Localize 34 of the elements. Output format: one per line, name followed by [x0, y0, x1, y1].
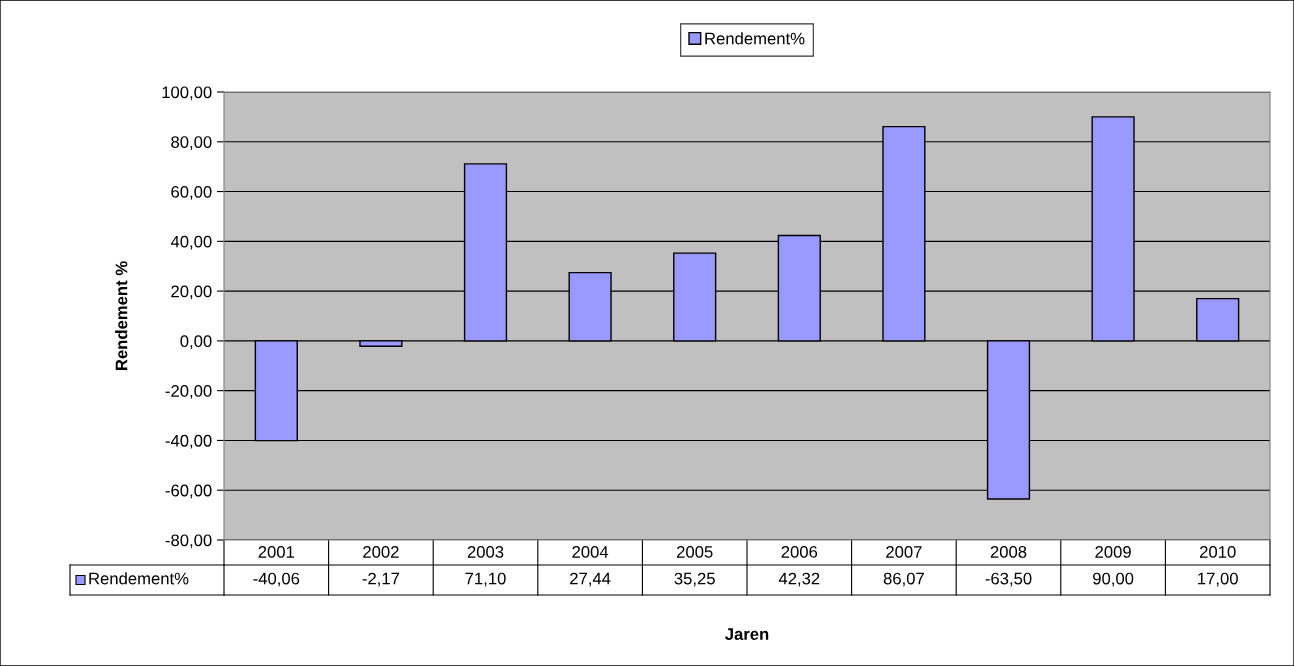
data-label: -2,17	[362, 572, 400, 587]
x-tick-label: 2009	[1095, 546, 1131, 558]
data-label: 90,00	[1093, 572, 1134, 587]
x-tick-label: 2003	[467, 546, 504, 558]
y-tick-label: -40,00	[165, 434, 212, 449]
y-tick-label: -20,00	[165, 385, 212, 399]
data-label: -63,50	[985, 572, 1032, 587]
x-tick-label: 2010	[1200, 546, 1236, 558]
x-tick-label: 2004	[572, 546, 609, 558]
y-tick-label: -80,00	[165, 534, 212, 549]
y-tick-label: 40,00	[170, 235, 212, 250]
x-tick-label: 2008	[990, 546, 1027, 558]
y-tick-label: -60,00	[165, 484, 212, 499]
y-tick-label: 100,00	[162, 86, 212, 101]
y-tick-label: 60,00	[171, 185, 212, 200]
y-axis-title: Rendement %	[115, 261, 128, 370]
x-tick-label: 2005	[677, 546, 713, 558]
data-label: 35,25	[674, 572, 715, 587]
x-tick-label: 2002	[363, 546, 399, 558]
x-tick-label: 2001	[258, 546, 295, 558]
data-label: 17,00	[1198, 572, 1238, 587]
y-tick-label: 0,00	[180, 335, 212, 350]
x-tick-label: 2007	[886, 546, 922, 558]
x-tick-label: 2006	[781, 546, 818, 558]
y-tick-label: 20,00	[171, 285, 212, 300]
text: Rendement%	[89, 572, 189, 585]
legend-label: Rendement%	[705, 32, 805, 45]
y-tick-label: 80,00	[171, 136, 212, 150]
data-label: 42,32	[778, 572, 820, 587]
data-label: 27,44	[570, 572, 611, 587]
x-axis-title: Jaren	[725, 628, 769, 640]
data-label: 71,10	[465, 572, 506, 587]
data-label: 86,07	[883, 572, 924, 587]
data-label: -40,06	[253, 572, 300, 587]
